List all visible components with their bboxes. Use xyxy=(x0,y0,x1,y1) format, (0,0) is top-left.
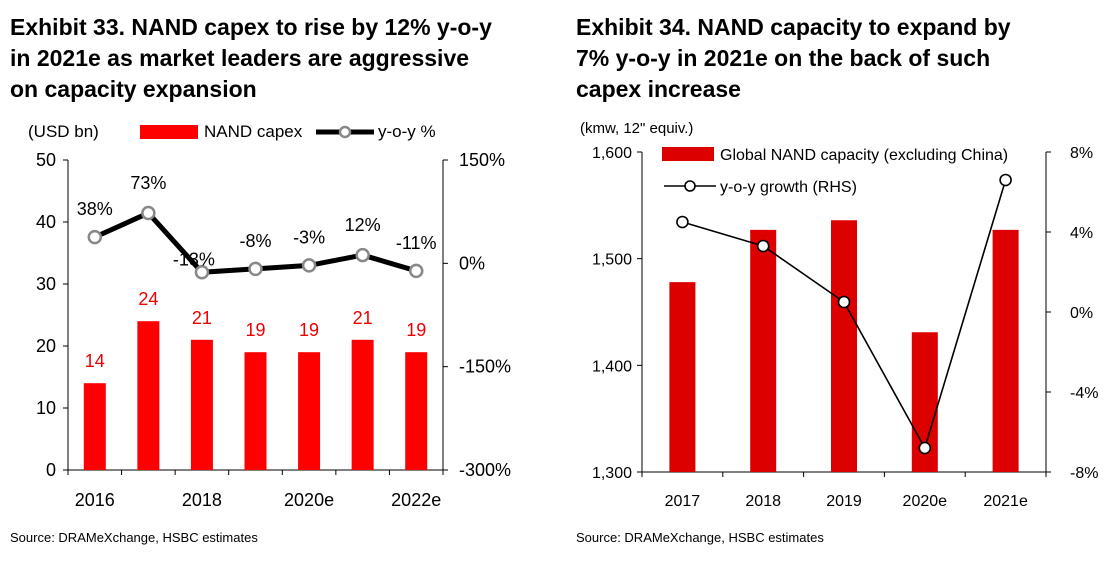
y-tick-label: 1,500 xyxy=(592,252,632,269)
y-tick-label: 1,300 xyxy=(592,465,632,482)
capex-bar-label: 21 xyxy=(192,308,212,328)
capex-bar xyxy=(405,352,428,470)
y-tick-label: 20 xyxy=(36,336,56,356)
growth-point xyxy=(918,441,932,455)
yoy-label: -11% xyxy=(396,233,437,253)
exhibit-34-panel: Exhibit 34. NAND capacity to expand by 7… xyxy=(570,0,1117,565)
exhibit-33-title-line: on capacity expansion xyxy=(10,76,257,102)
legend-yoy-marker xyxy=(338,125,352,139)
yoy-label: -8% xyxy=(239,231,271,251)
x-tick-label: 2020e xyxy=(903,493,948,510)
legend-capex-label: NAND capex xyxy=(204,122,303,141)
y-tick-label: 30 xyxy=(36,274,56,294)
growth-point xyxy=(756,239,770,253)
capacity-bar xyxy=(992,229,1019,472)
y2-tick-label: 0% xyxy=(459,253,485,273)
y2-tick-label: -4% xyxy=(1070,385,1098,402)
capex-bar xyxy=(83,383,106,470)
y-tick-label: 40 xyxy=(36,212,56,232)
capex-bar-label: 19 xyxy=(406,320,426,340)
capacity-bar xyxy=(750,229,777,472)
yoy-label: -13% xyxy=(173,249,215,269)
y-tick-label: 50 xyxy=(36,150,56,170)
y2-tick-label: -300% xyxy=(459,460,511,480)
y-tick-label: 1,600 xyxy=(592,145,632,162)
growth-point xyxy=(676,215,689,229)
exhibit-34-title: Exhibit 34. NAND capacity to expand by 7… xyxy=(576,12,1011,105)
y2-tick-label: 0% xyxy=(1070,305,1093,322)
yoy-point xyxy=(301,258,317,273)
capex-bar xyxy=(351,339,374,470)
capex-chart: 0 10 20 30 40 50 -300% -150% 0% 150% 2016 2018 2020e… xyxy=(28,122,511,510)
growth-point xyxy=(999,173,1012,187)
x-tick-label: 2016 xyxy=(75,490,115,510)
capex-bar xyxy=(298,352,321,470)
capacity-bar xyxy=(669,282,696,472)
y-unit-label: (kmw, 12" equiv.) xyxy=(580,120,693,137)
exhibit-34-source: Source: DRAMeXchange, HSBC estimates xyxy=(576,530,824,545)
yoy-label: -3% xyxy=(293,227,325,247)
growth-point xyxy=(837,295,851,309)
exhibit-33-title-line: Exhibit 33. NAND capex to rise by 12% y-… xyxy=(10,14,492,40)
x-tick-label: 2020e xyxy=(284,490,334,510)
capacity-bar xyxy=(831,220,857,472)
capex-bar xyxy=(190,339,213,470)
y2-tick-label: 150% xyxy=(459,150,505,170)
x-tick-label: 2021e xyxy=(983,493,1028,510)
yoy-point xyxy=(248,261,263,277)
exhibit-33-panel: Exhibit 33. NAND capex to rise by 12% y-… xyxy=(10,12,511,545)
legend-yoy-label: y-o-y % xyxy=(378,122,436,141)
exhibit-33-source: Source: DRAMeXchange, HSBC estimates xyxy=(10,530,258,545)
legend-growth-label: y-o-y growth (RHS) xyxy=(720,179,857,196)
capacity-chart: 1,300 1,400 1,500 1,600 -8% -4% 0% 4% 8% 2017 2018… xyxy=(580,120,1098,510)
yoy-label: 12% xyxy=(345,215,381,235)
yoy-label: 38% xyxy=(77,199,113,219)
yoy-point xyxy=(194,265,210,280)
capex-bar xyxy=(137,321,160,470)
capex-bar-label: 19 xyxy=(245,320,265,340)
y-tick-label: 1,400 xyxy=(592,358,632,375)
exhibit-34-title-line: capex increase xyxy=(576,76,741,102)
y2-tick-label: -8% xyxy=(1070,465,1098,482)
x-tick-label: 2018 xyxy=(182,490,222,510)
y2-tick-label: -150% xyxy=(459,357,511,377)
yoy-label: 73% xyxy=(130,173,166,193)
capex-bar-label: 21 xyxy=(353,308,373,328)
exhibit-34-title-line: Exhibit 34. NAND capacity to expand by xyxy=(576,14,1011,40)
y-unit-label: (USD bn) xyxy=(28,122,99,141)
x-tick-label: 2022e xyxy=(391,490,441,510)
legend-growth-marker xyxy=(684,180,696,192)
capex-bar-label: 24 xyxy=(138,289,158,309)
y-tick-label: 0 xyxy=(46,460,56,480)
y2-tick-label: 8% xyxy=(1070,145,1093,162)
y-tick-label: 10 xyxy=(36,398,56,418)
legend-capacity-swatch xyxy=(662,147,714,161)
exhibit-33-title-line: in 2021e as market leaders are aggressiv… xyxy=(10,45,470,71)
capex-bar-label: 19 xyxy=(299,320,319,340)
legend-capex-swatch xyxy=(140,125,198,139)
capex-bar-label: 14 xyxy=(85,351,105,371)
x-tick-label: 2018 xyxy=(745,493,781,510)
exhibit-33-title: Exhibit 33. NAND capex to rise by 12% y-… xyxy=(10,12,492,105)
y2-tick-label: 4% xyxy=(1070,225,1093,242)
yoy-point xyxy=(141,205,156,221)
legend-capacity-label: Global NAND capacity (excluding China) xyxy=(720,147,1008,164)
yoy-point xyxy=(408,263,424,279)
yoy-point xyxy=(87,229,103,245)
x-tick-label: 2017 xyxy=(665,493,701,510)
x-tick-label: 2019 xyxy=(826,493,862,510)
exhibit-34-title-line: 7% y-o-y in 2021e on the back of such xyxy=(576,45,991,71)
yoy-point xyxy=(355,247,370,263)
capex-bar xyxy=(244,352,267,470)
